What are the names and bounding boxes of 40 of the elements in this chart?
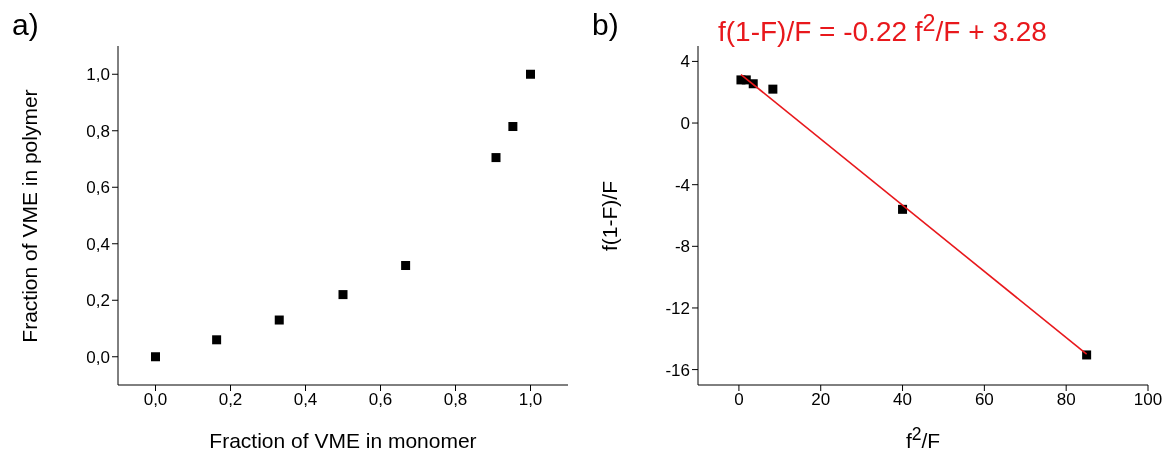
y-tick-label: 0,2 [86, 291, 110, 311]
y-tick-label: 4 [680, 52, 690, 72]
point [508, 122, 518, 132]
point [338, 290, 348, 300]
x-tick-label: 0,6 [368, 390, 393, 410]
y-tick-label: 1,0 [86, 65, 110, 85]
x-tick-label: 20 [811, 390, 831, 410]
point [526, 69, 535, 79]
y-tick-label: 0,8 [86, 121, 110, 141]
y-tick-label: -8 [674, 237, 690, 257]
x-tick-label: 40 [893, 390, 913, 410]
x-tick-label: 1,0 [518, 390, 543, 410]
y-tick-label: -12 [665, 298, 690, 318]
x-tick-label: 80 [1056, 390, 1076, 410]
y-tick-label: 0 [680, 114, 690, 134]
x-tick-label: 0,2 [218, 390, 243, 410]
x-tick-label: 0 [734, 390, 744, 410]
point [491, 153, 501, 163]
chart-title: a) [12, 8, 39, 42]
y-tick-label: 0,6 [86, 178, 110, 198]
x-tick-label: 0,8 [443, 390, 468, 410]
y-tick-label: -4 [674, 175, 690, 195]
chart-title: b) [592, 8, 619, 42]
point [212, 335, 222, 345]
y-axis-title: Fraction of VME in polymer [18, 88, 42, 343]
x-axis-title: f$^{2}$/F [904, 424, 942, 453]
y-tick-label: 0,4 [86, 234, 110, 254]
y-axis-title: f(1-F)/F [598, 180, 622, 251]
x-tick-label: 100 [1133, 390, 1163, 410]
annotation: f(1-F)/F = -0.22 f$^{2}$/F + 3.28 [718, 10, 1047, 49]
x-tick-label: 0,0 [143, 390, 168, 410]
point [768, 84, 778, 94]
y-tick-label: 0,0 [86, 347, 110, 367]
point [151, 352, 160, 362]
x-tick-label: 60 [974, 390, 994, 410]
x-tick-label: 0,4 [293, 390, 318, 410]
point [401, 261, 411, 270]
point [274, 315, 284, 325]
x-axis-title: Fraction of VME in monomer [208, 429, 478, 453]
y-tick-label: -16 [665, 360, 690, 380]
